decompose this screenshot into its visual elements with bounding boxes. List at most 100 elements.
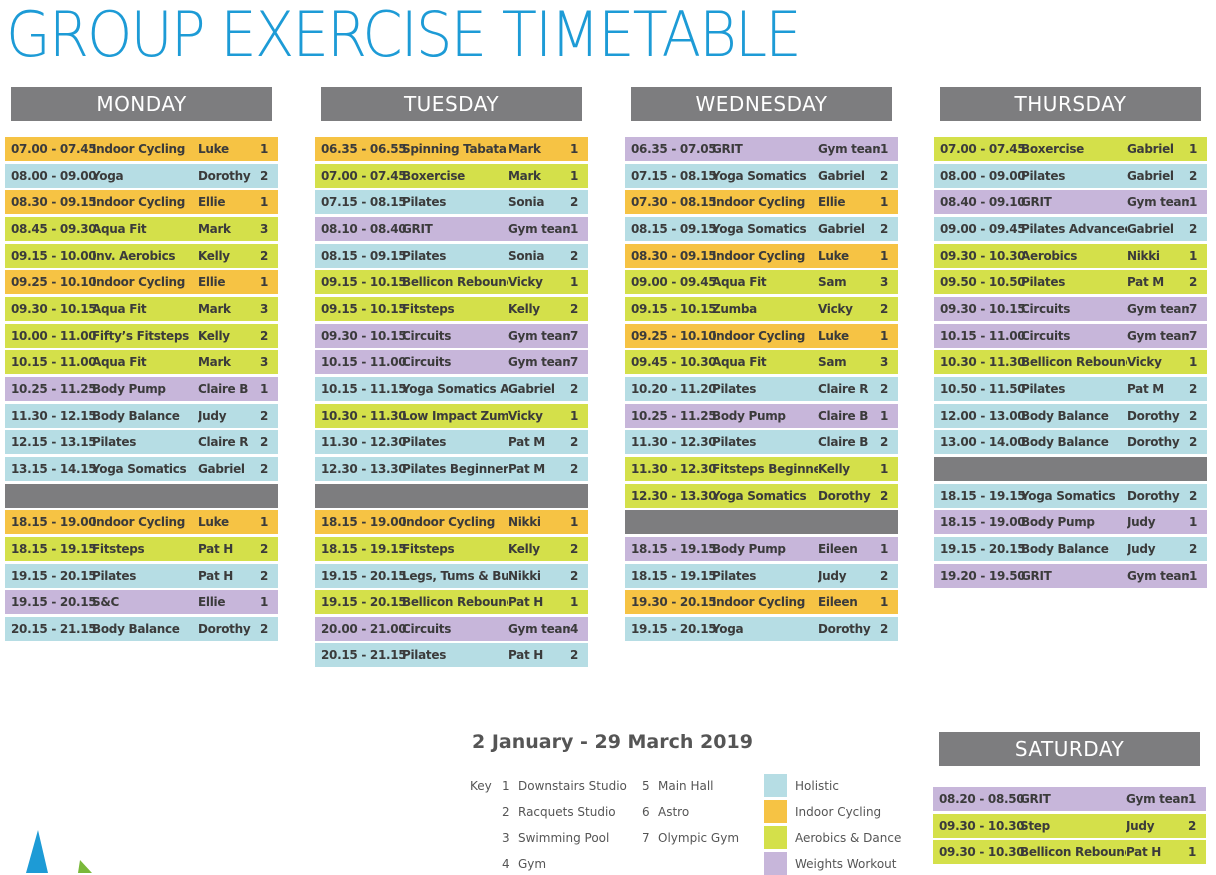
class-instructor: Eileen xyxy=(818,595,858,610)
legend-aerobics-dance: Aerobics & Dance xyxy=(764,826,901,849)
class-name: Fitsteps Beginners xyxy=(712,461,818,476)
class-studio: 1 xyxy=(570,515,579,530)
class-studio: 2 xyxy=(570,195,579,210)
class-name: Pilates Beginners xyxy=(402,461,508,476)
class-instructor: Claire B xyxy=(818,408,869,423)
class-studio: 2 xyxy=(1189,488,1198,503)
class-instructor: Mark xyxy=(198,355,231,370)
class-row: 18.15 - 19.15 Fitsteps Pat H 2 xyxy=(5,536,278,561)
class-time: 12.30 - 13.30 xyxy=(321,461,407,476)
class-row: 19.15 - 20.15 Bellicon Rebound Pat H 1 xyxy=(315,590,588,615)
class-row: 07.15 - 08.15 Yoga Somatics Gabriel 2 xyxy=(625,163,898,188)
class-studio: 1 xyxy=(1189,568,1198,583)
class-studio: 2 xyxy=(260,568,269,583)
class-name: Bellicon Rebound xyxy=(402,595,508,610)
class-studio: 2 xyxy=(1189,541,1198,556)
class-time: 18.15 - 19.00 xyxy=(11,515,97,530)
class-instructor: Gym team xyxy=(1126,792,1188,806)
class-row: 09.25 - 10.10 Indoor Cycling Ellie 1 xyxy=(5,270,278,295)
class-time: 19.15 - 20.15 xyxy=(11,595,97,610)
class-time: 08.00 - 09.00 xyxy=(940,168,1026,183)
class-studio: 1 xyxy=(1189,355,1198,370)
class-row: 10.25 - 11.25 Body Pump Claire B 1 xyxy=(625,403,898,428)
class-instructor: Pat H xyxy=(1126,845,1162,860)
class-instructor: Nikki xyxy=(508,568,541,583)
class-row: 09.45 - 10.30 Aqua Fit Sam 3 xyxy=(625,350,898,375)
class-instructor: Mark xyxy=(198,221,231,236)
studio-number: 3 xyxy=(502,831,510,845)
class-time: 09.30 - 10.15 xyxy=(321,328,407,343)
class-instructor: Judy xyxy=(198,408,227,423)
class-row: 10.00 - 11.00 Fifty’s Fitsteps Kelly 2 xyxy=(5,323,278,348)
class-studio: 1 xyxy=(880,328,889,343)
class-name: Body Balance xyxy=(1021,541,1109,556)
class-name: Circuits xyxy=(402,328,452,343)
class-instructor: Dorothy xyxy=(818,488,871,503)
class-instructor: Gabriel xyxy=(508,381,555,396)
class-studio: 3 xyxy=(260,221,269,236)
class-time: 19.15 - 20.15 xyxy=(321,595,407,610)
class-time: 18.15 - 19.15 xyxy=(631,541,717,556)
class-time: 06.35 - 07.05 xyxy=(631,142,717,156)
class-time: 19.15 - 20.15 xyxy=(11,568,97,583)
class-name: GRIT xyxy=(402,221,433,236)
page-title: GROUP EXERCISE TIMETABLE xyxy=(6,0,802,71)
class-instructor: Mark xyxy=(508,168,541,183)
studio-number: 7 xyxy=(642,831,650,845)
class-time: 09.30 - 10.30 xyxy=(939,845,1025,860)
class-instructor: Dorothy xyxy=(818,621,871,636)
class-instructor: Gym team xyxy=(508,355,570,370)
class-studio: 2 xyxy=(880,168,889,183)
class-studio: 2 xyxy=(260,541,269,556)
class-name: Pilates xyxy=(402,435,447,450)
class-studio: 2 xyxy=(1189,168,1198,183)
class-studio: 1 xyxy=(260,381,269,396)
class-studio: 2 xyxy=(260,328,269,343)
class-instructor: Claire B xyxy=(198,381,249,396)
class-instructor: Gym team xyxy=(1127,301,1189,316)
class-time: 19.15 - 20.15 xyxy=(631,621,717,636)
class-row: 13.15 - 14.15 Yoga Somatics Gabriel 2 xyxy=(5,456,278,481)
day-header: SATURDAY xyxy=(939,732,1200,766)
day-column-wednesday: WEDNESDAY 06.35 - 07.05 GRIT Gym team 1 07.1… xyxy=(625,87,898,643)
class-row: 09.25 - 10.10 Indoor Cycling Luke 1 xyxy=(625,323,898,348)
class-name: Indoor Cycling xyxy=(712,195,806,210)
class-time: 12.15 - 13.15 xyxy=(11,435,97,450)
class-row: 10.20 - 11.20 Pilates Claire R 2 xyxy=(625,376,898,401)
class-row: 12.15 - 13.15 Pilates Claire R 2 xyxy=(5,430,278,455)
class-list: 08.20 - 08.50 GRIT Gym team 1 09.30 - 10.30 S… xyxy=(933,787,1206,865)
class-name: GRIT xyxy=(712,142,743,156)
class-name: Zumba xyxy=(712,301,757,316)
class-instructor: Nikki xyxy=(1127,248,1160,263)
class-row: 19.20 - 19.50 GRIT Gym team 1 xyxy=(934,563,1207,588)
class-row: 18.15 - 19.00 Indoor Cycling Luke 1 xyxy=(5,510,278,535)
class-instructor: Dorothy xyxy=(198,168,251,183)
class-instructor: Claire B xyxy=(818,435,869,450)
class-time: 20.15 - 21.15 xyxy=(321,648,407,663)
class-studio: 1 xyxy=(1188,792,1197,806)
class-instructor: Luke xyxy=(198,515,229,530)
class-studio: 3 xyxy=(260,301,269,316)
class-instructor: Gabriel xyxy=(818,221,865,236)
class-row: 12.00 - 13.00 Body Balance Dorothy 2 xyxy=(934,403,1207,428)
class-studio: 1 xyxy=(260,195,269,210)
class-time: 09.45 - 10.30 xyxy=(631,355,717,370)
class-name: Bellicon Rebound xyxy=(1020,845,1126,860)
class-time: 10.20 - 11.20 xyxy=(631,381,717,396)
studio-key-item: 2 Racquets Studio xyxy=(502,805,616,819)
class-row: 06.35 - 06.55 Spinning Tabata Mark 1 xyxy=(315,137,588,161)
class-name: Pilates xyxy=(402,248,447,263)
session-divider xyxy=(934,456,1207,481)
class-instructor: Gym team xyxy=(508,328,570,343)
class-time: 07.15 - 08.15 xyxy=(321,195,407,210)
class-time: 19.15 - 20.15 xyxy=(940,541,1026,556)
class-time: 10.00 - 11.00 xyxy=(11,328,97,343)
class-row: 09.15 - 10.00 Inv. Aerobics Kelly 2 xyxy=(5,243,278,268)
class-studio: 2 xyxy=(1189,435,1198,450)
class-row: 19.15 - 20.15 Body Balance Judy 2 xyxy=(934,536,1207,561)
class-name: Low Impact Zumba xyxy=(402,408,508,423)
class-studio: 7 xyxy=(1189,301,1198,316)
class-row: 09.30 - 10.15 Circuits Gym team 7 xyxy=(934,296,1207,321)
class-instructor: Luke xyxy=(818,248,849,263)
class-row: 19.15 - 20.15 Yoga Dorothy 2 xyxy=(625,616,898,641)
